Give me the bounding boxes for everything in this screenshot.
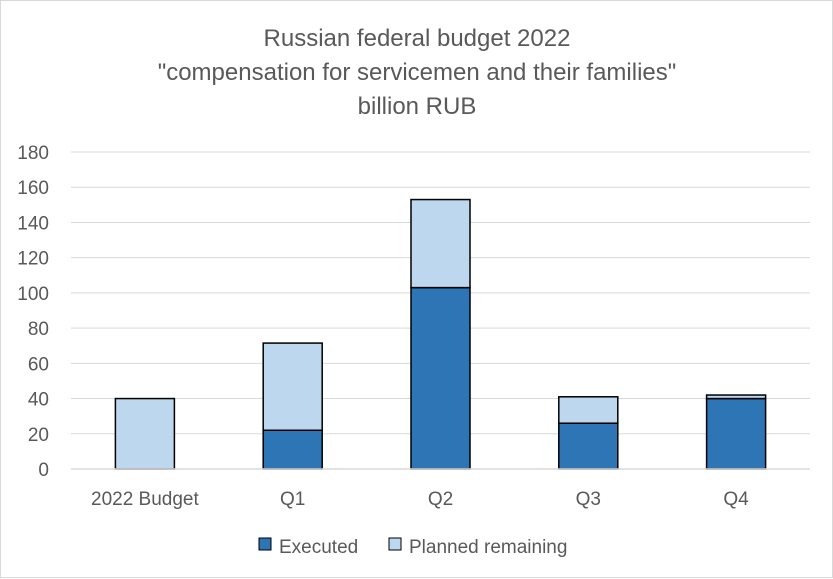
x-tick-label: Q4	[723, 489, 749, 510]
y-tick-label: 140	[17, 213, 49, 234]
y-axis-tick-labels: 0 20 40 60 80 100 120 140 160 180	[17, 143, 49, 481]
chart-title-line: billion RUB	[358, 93, 477, 120]
bar-executed	[705, 397, 767, 470]
y-tick-label: 100	[17, 284, 49, 305]
bar-planned-remaining	[262, 342, 323, 432]
y-tick-label: 20	[28, 425, 49, 446]
y-tick-label: 180	[17, 143, 49, 164]
x-tick-label: Q2	[428, 489, 453, 510]
x-tick-label: Q1	[280, 489, 305, 510]
chart-title-line: Russian federal budget 2022	[264, 25, 571, 52]
bar-executed	[558, 422, 619, 470]
bar-planned-remaining	[705, 394, 767, 400]
y-tick-label: 80	[28, 319, 49, 340]
x-axis-tick-labels: 2022 Budget Q1 Q2 Q3 Q4	[91, 489, 749, 510]
legend-label-planned-remaining: Planned remaining	[409, 537, 567, 558]
bar-executed	[262, 429, 323, 470]
bars	[114, 198, 767, 470]
bar-planned-remaining	[410, 198, 471, 289]
legend-label-executed: Executed	[279, 537, 358, 558]
legend-swatch-executed	[258, 537, 272, 551]
bar-executed	[410, 286, 471, 470]
y-tick-label: 60	[28, 354, 49, 375]
legend-swatch-planned-remaining	[388, 537, 402, 551]
y-tick-label: 0	[38, 460, 49, 481]
y-tick-label: 40	[28, 390, 49, 411]
x-tick-label: 2022 Budget	[91, 489, 199, 510]
bar-planned-remaining	[114, 397, 176, 470]
chart-title: Russian federal budget 2022 "compensation…	[158, 25, 677, 120]
y-tick-label: 160	[17, 178, 49, 199]
legend: Executed Planned remaining	[258, 537, 567, 558]
chart-title-line: "compensation for servicemen and their f…	[158, 59, 677, 86]
y-tick-label: 120	[17, 249, 49, 270]
x-tick-label: Q3	[576, 489, 601, 510]
bar-planned-remaining	[558, 396, 619, 424]
